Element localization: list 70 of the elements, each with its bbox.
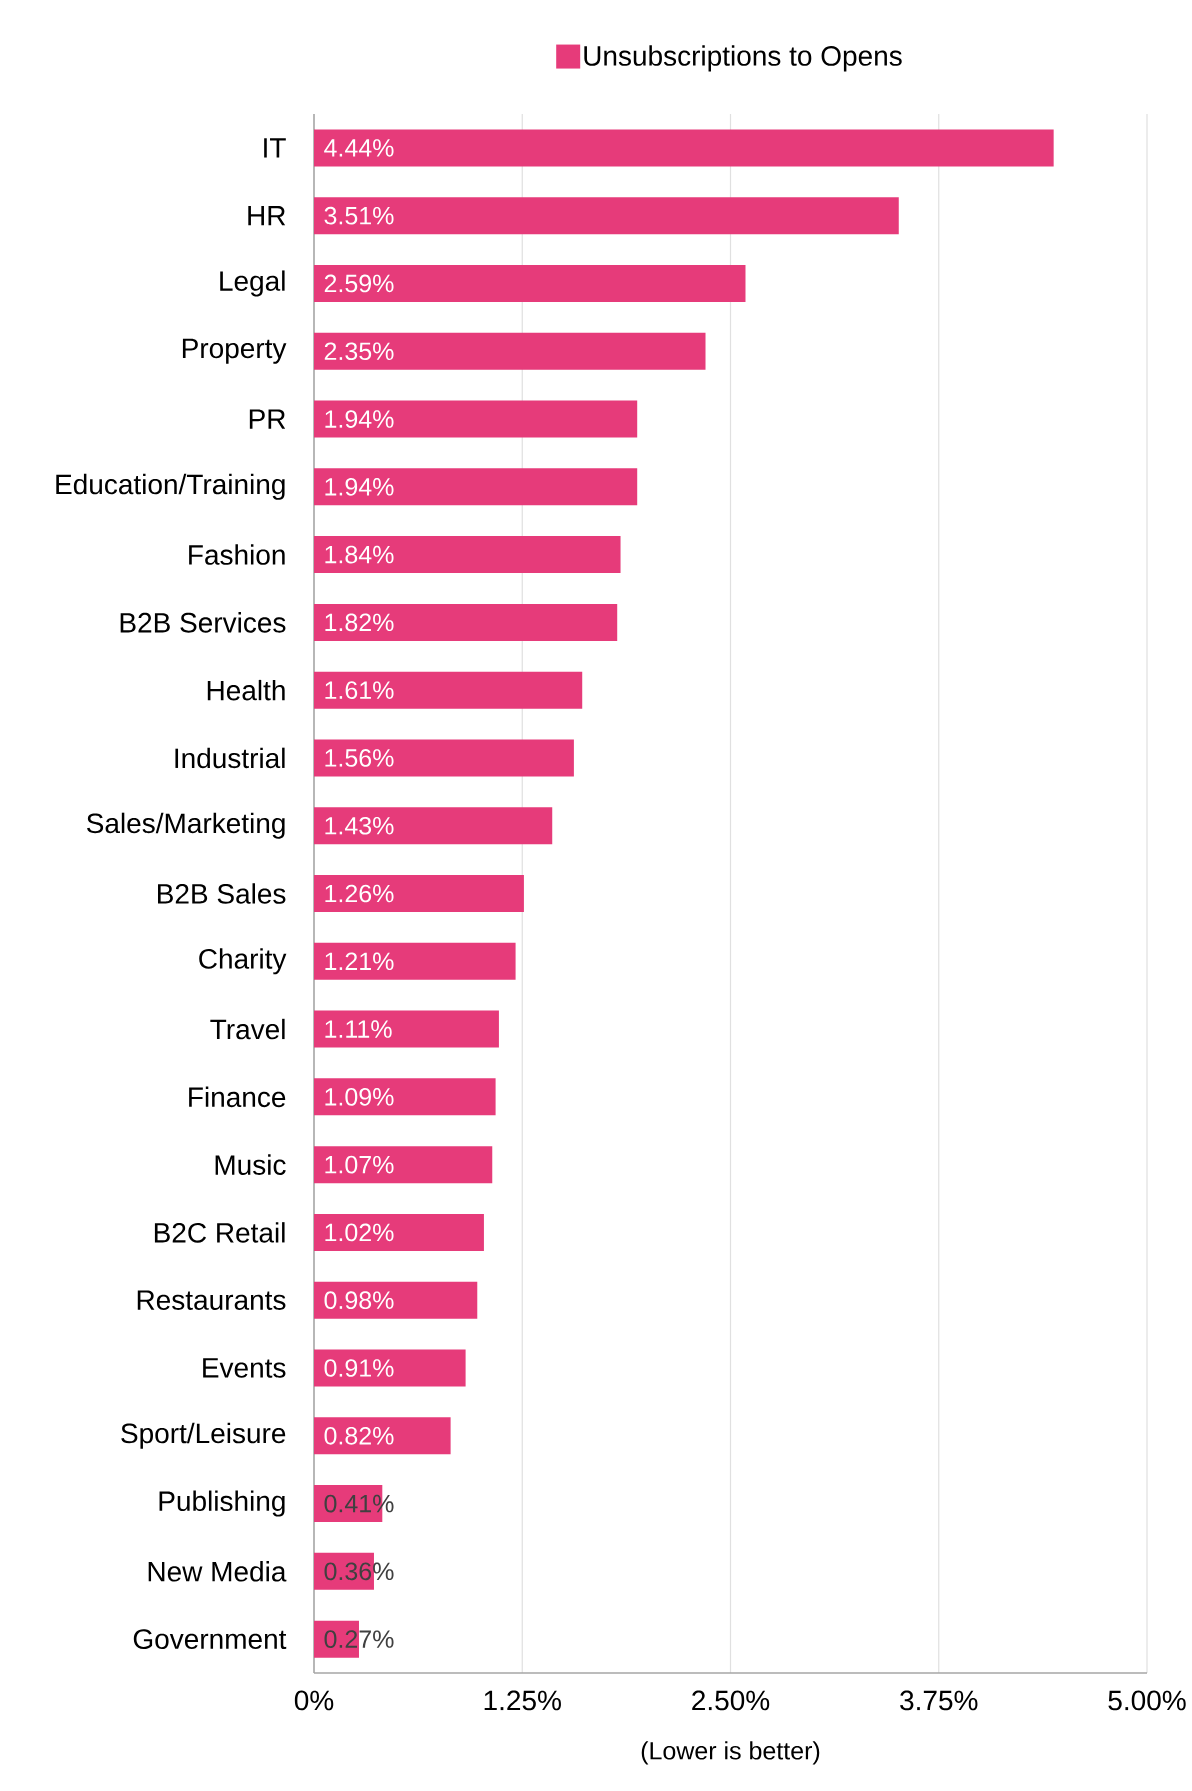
y-tick-label: Events	[203, 1358, 286, 1378]
data-label: 1.21%	[325, 952, 394, 971]
y-tick-label: Government	[133, 1629, 287, 1650]
x-tick-label: 3.75%	[900, 1690, 978, 1711]
data-label: 1.61%	[325, 681, 394, 700]
data-label: 1.94%	[325, 410, 394, 428]
data-label: 2.59%	[324, 274, 394, 293]
y-tick-label: Property	[182, 338, 287, 364]
y-tick-label: B2B Sales	[158, 883, 286, 904]
y-tick-label: Publishing	[159, 1490, 285, 1517]
y-tick-label: Sport/Leisure	[121, 1422, 286, 1449]
y-tick-label: Legal	[220, 270, 285, 297]
x-tick-label: 5.00%	[1108, 1690, 1186, 1711]
bar	[314, 264, 746, 302]
bar	[314, 332, 706, 370]
bar	[314, 129, 1054, 167]
bar	[314, 807, 553, 845]
data-label: 1.84%	[325, 545, 394, 564]
data-label: 1.11%	[325, 1020, 392, 1038]
data-label: 0.91%	[324, 1359, 394, 1377]
bar	[314, 739, 574, 777]
x-tick-label: 1.25%	[484, 1690, 561, 1711]
y-tick-label: HR	[248, 206, 286, 226]
data-label: 1.09%	[325, 1088, 394, 1106]
y-tick-label: Travel	[210, 1018, 285, 1040]
bar	[314, 1349, 466, 1387]
y-tick-label: Health	[207, 679, 285, 701]
bar	[314, 1010, 499, 1048]
bar	[314, 875, 524, 913]
bar	[314, 400, 638, 438]
x-axis-title: (Lower is better)	[641, 1741, 820, 1765]
legend-label: Unsubscriptions to Opens	[584, 45, 902, 72]
data-label: 1.02%	[325, 1223, 394, 1242]
data-label: 0.82%	[324, 1426, 394, 1445]
bar	[314, 1417, 451, 1455]
bar	[314, 603, 618, 641]
y-tick-label: Education/Training	[56, 473, 285, 500]
x-tick-label: 0%	[294, 1690, 334, 1711]
bar	[314, 468, 638, 506]
y-tick-label: B2B Services	[120, 612, 286, 633]
data-label: 1.82%	[325, 613, 394, 632]
y-tick-label: IT	[264, 138, 286, 158]
data-label: 3.51%	[324, 206, 394, 225]
y-tick-label: B2C Retail	[154, 1222, 285, 1243]
data-label: 0.98%	[324, 1291, 394, 1310]
bar	[314, 1146, 493, 1184]
data-label: 1.07%	[325, 1155, 394, 1174]
y-tick-label: Fashion	[189, 544, 285, 565]
bar	[314, 1213, 484, 1251]
data-label: 1.56%	[325, 749, 394, 767]
bar	[314, 536, 621, 574]
y-tick-label: Finance	[189, 1086, 286, 1108]
y-tick-label: Industrial	[175, 747, 285, 769]
y-tick-label: Music	[215, 1154, 286, 1175]
bar	[314, 942, 516, 980]
bar	[314, 671, 583, 709]
y-tick-label: Sales/Marketing	[86, 812, 285, 839]
data-label: 4.44%	[324, 139, 394, 157]
bar	[314, 1281, 478, 1319]
x-tick-label: 2.50%	[692, 1690, 770, 1711]
data-label: 1.94%	[325, 477, 394, 496]
y-tick-label: Charity	[199, 948, 287, 975]
y-tick-label: PR	[249, 409, 286, 429]
data-label: 1.26%	[325, 884, 394, 903]
y-tick-label: Restaurants	[137, 1290, 286, 1310]
data-label: 2.35%	[324, 342, 394, 361]
y-tick-label: New Media	[148, 1561, 287, 1582]
bar	[314, 1078, 496, 1116]
bar	[314, 197, 899, 235]
data-label: 1.43%	[325, 816, 394, 835]
